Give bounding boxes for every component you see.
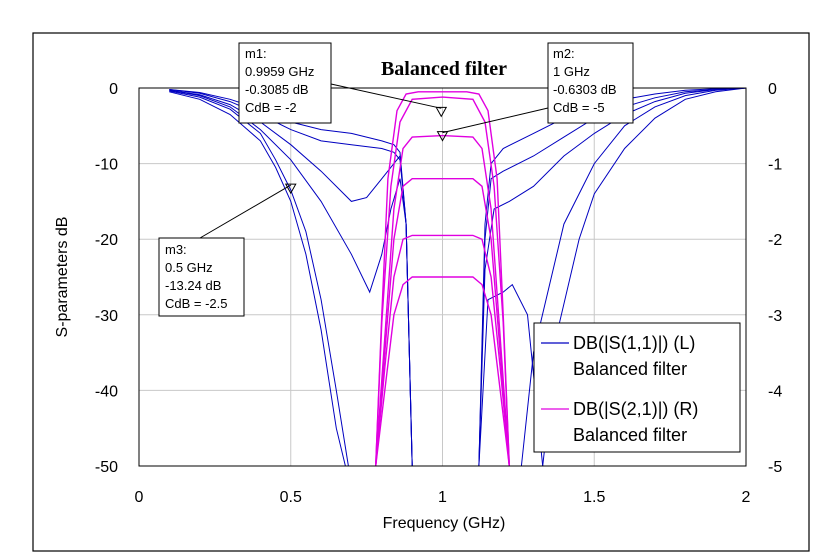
marker-m3: m3: 0.5 GHz -13.24 dB CdB = -2.5: [158, 183, 297, 317]
y-tick-label-right: 0: [768, 81, 777, 98]
marker-m3-triangle: [284, 183, 297, 195]
marker-m1-box: [238, 42, 332, 124]
series-s21-16: [375, 234, 510, 467]
marker-m3-line3: -13.24 dB: [165, 278, 221, 293]
marker-m3-box: [158, 237, 245, 317]
y-ticks-right: 0 -1 -2 -3 -4 -5: [768, 81, 782, 476]
y-tick-label-left: -50: [95, 459, 118, 476]
legend: DB(|S(1,1)|) (L) Balanced filter DB(|S(2…: [533, 322, 741, 453]
legend-s11-label: DB(|S(1,1)|) (L): [573, 333, 695, 353]
marker-m1-line1: m1:: [245, 46, 267, 61]
y-ticks-left: 0 -10 -20 -30 -40 -50: [95, 81, 118, 476]
x-tick-label: 0: [135, 489, 144, 506]
marker-m2: m2: 1 GHz -0.6303 dB CdB = -5: [436, 42, 634, 142]
marker-m2-leader: [442, 107, 549, 134]
series-s11-8: [478, 87, 747, 467]
series-s11-1: [169, 91, 346, 467]
marker-m3-leader: [199, 184, 292, 239]
series-s11-2: [169, 89, 413, 467]
y-tick-label-left: -20: [95, 232, 118, 249]
y-tick-label-right: -4: [768, 383, 782, 400]
marker-m2-box: [547, 42, 634, 124]
series-s11-10: [542, 87, 747, 467]
marker-m2-line3: -0.6303 dB: [553, 82, 617, 97]
legend-s11-sublabel: Balanced filter: [573, 359, 687, 379]
y-axis-label: S-parameters dB: [54, 217, 71, 338]
y-tick-label-left: -30: [95, 308, 118, 325]
series-s11-9: [478, 283, 544, 467]
marker-m2-line1: m2:: [553, 46, 575, 61]
y-tick-label-right: -5: [768, 459, 782, 476]
marker-m3-line2: 0.5 GHz: [165, 260, 213, 275]
marker-m3-line1: m3:: [165, 242, 187, 257]
series-s21-17: [375, 276, 510, 467]
marker-m2-line2: 1 GHz: [553, 64, 590, 79]
y-tick-label-right: -2: [768, 232, 782, 249]
y-tick-label-right: -1: [768, 157, 782, 174]
outer-frame: [32, 32, 810, 552]
marker-m1-line3: -0.3085 dB: [245, 82, 309, 97]
series-s11-7: [478, 87, 747, 467]
series-s21-12: [375, 91, 510, 467]
marker-m1-leader: [330, 83, 442, 109]
plot-border: [138, 87, 747, 467]
marker-m2-line4: CdB = -5: [553, 100, 605, 115]
markers: m1: 0.9959 GHz -0.3085 dB CdB = -2 m2: 1…: [158, 42, 634, 317]
series-s21-14: [375, 134, 510, 467]
series-s21-15: [375, 177, 510, 467]
x-tick-label: 0.5: [280, 489, 302, 506]
y-tick-label-left: 0: [109, 81, 118, 98]
marker-m3-line4: CdB = -2.5: [165, 296, 228, 311]
series-s11-0: [169, 90, 349, 467]
series-s11-11: [520, 87, 747, 467]
y-tick-label-left: -10: [95, 157, 118, 174]
series-layer: [169, 87, 747, 467]
x-tick-label: 2: [742, 489, 751, 506]
legend-box: [533, 322, 741, 453]
marker-m1-triangle: [435, 106, 448, 118]
y-tick-label-right: -3: [768, 308, 782, 325]
marker-m1-line4: CdB = -2: [245, 100, 297, 115]
series-s21-13: [375, 96, 510, 467]
marker-m1: m1: 0.9959 GHz -0.3085 dB CdB = -2: [238, 42, 448, 124]
y-tick-label-left: -40: [95, 383, 118, 400]
marker-m2-triangle: [436, 131, 449, 142]
x-tick-label: 1.5: [583, 489, 605, 506]
x-ticks: 0 0.5 1 1.5 2: [135, 489, 751, 506]
x-axis-label: Frequency (GHz): [383, 515, 506, 532]
marker-m1-line2: 0.9959 GHz: [245, 64, 314, 79]
x-tick-label: 1: [438, 489, 447, 506]
chart-title: Balanced filter: [381, 58, 507, 80]
legend-s21-label: DB(|S(2,1)|) (R): [573, 399, 698, 419]
series-s11-4: [169, 89, 413, 467]
legend-s21-sublabel: Balanced filter: [573, 425, 687, 445]
